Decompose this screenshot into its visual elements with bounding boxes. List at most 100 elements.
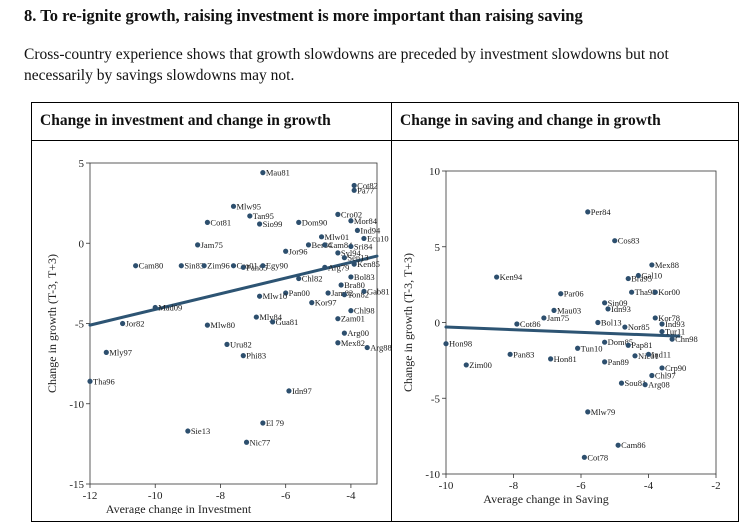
intro-paragraph: Cross-country experience shows that grow… — [24, 46, 669, 84]
panel-1-point-label: Chl82 — [302, 274, 323, 284]
panel-1-data-point — [243, 439, 250, 445]
panel-2-x-tick-label: -10 — [439, 480, 454, 492]
panel-1-point-label: Phi83 — [246, 351, 266, 361]
panel-1-data-point — [260, 420, 266, 426]
panel-1-point-label: Jor82 — [126, 319, 145, 329]
panel-1-point-label: Tan95 — [253, 211, 274, 221]
panel-1-data-point — [318, 234, 325, 240]
panel-2-data-point — [632, 353, 638, 359]
panel-1-trend-line — [88, 254, 379, 327]
panel-1-data-point — [322, 264, 328, 270]
panel-1-data-point — [283, 248, 289, 254]
panel-2-data-point — [649, 372, 655, 379]
panel-1-data-point — [322, 242, 328, 248]
panel-1-data-point — [204, 322, 211, 328]
panel-2-point-label: Per84 — [591, 207, 612, 217]
panel-1-point-label: Zam01 — [341, 314, 365, 324]
panel-1-data-point — [351, 187, 357, 193]
panel-1-point-label: Mlw10 — [263, 291, 288, 301]
panel-1-point-label: Jam75 — [201, 240, 223, 250]
panel-1-data-point — [361, 235, 367, 242]
panel-1-point-label: Sen13 — [347, 253, 368, 263]
panel-1-point-label: Zim96 — [207, 261, 230, 271]
panel-1-point-label: Jam82 — [331, 288, 353, 298]
panel-1-point-label: Ecu10 — [367, 233, 389, 243]
panel-1-data-point — [256, 221, 263, 227]
panel-1-point-label: Uru82 — [230, 339, 252, 349]
panel-2-point-label: Cot86 — [520, 319, 541, 329]
panel-2-data-point — [541, 315, 547, 321]
panel-1-data-point — [103, 349, 109, 355]
panel-2-y-tick-label: -5 — [431, 393, 441, 405]
panel-1-point-label: Gab81 — [367, 286, 390, 296]
header-rule — [31, 140, 739, 141]
panel-1-data-point — [230, 203, 237, 209]
panel-2-data-point — [652, 289, 658, 295]
panel-2-point-label: Ken94 — [500, 272, 523, 282]
panel-2-point-label: Cam86 — [621, 440, 646, 450]
panel-1-point-label: Bol83 — [354, 272, 375, 282]
panel-1-data-point — [335, 316, 341, 322]
panel-1-point-label: Mlw01 — [325, 232, 350, 242]
panel-1-data-point — [286, 388, 292, 394]
panel-2-point-label: Mlw79 — [591, 407, 616, 417]
panel-1-data-point — [120, 320, 126, 327]
panel-1-data-point — [348, 218, 354, 224]
panel-2-data-point — [669, 336, 675, 342]
panel-1-data-point — [296, 275, 302, 282]
panel-2-point-label: Mex88 — [655, 260, 679, 270]
panel-1-data-point — [283, 290, 289, 296]
panel-1-data-point — [201, 263, 207, 269]
panel-2-point-label: Hon98 — [449, 339, 472, 349]
panel-1-data-point — [309, 300, 315, 306]
panel-2-x-tick-label: -8 — [509, 480, 519, 492]
panel-2-data-point — [612, 238, 618, 244]
panel-1-point-label: Ind94 — [360, 225, 381, 235]
panel-1-point-label: Mly97 — [109, 347, 132, 357]
left-panel-title: Change in investment and change in growt… — [40, 112, 331, 129]
panel-1-point-label: El 79 — [266, 418, 284, 428]
panel-1-data-point — [253, 314, 259, 320]
panel-2-y-axis-title: Change in growth (T-3, T+3) — [401, 253, 415, 392]
panel-1-data-point — [335, 250, 341, 256]
panel-1-point-label: Cro02 — [341, 209, 362, 219]
panel-2-data-point — [443, 341, 449, 347]
panel-1-point-label: Mex82 — [341, 338, 365, 348]
panel-2-y-tick-label: -10 — [425, 469, 440, 481]
panel-1-point-label: Mor84 — [354, 216, 378, 226]
panel-1-point-label: Nic77 — [250, 437, 271, 447]
panel-2-data-point — [635, 272, 641, 279]
panel-1-data-point — [335, 211, 341, 217]
panel-1-point-label: Gua81 — [276, 317, 299, 327]
panel-2-point-label: Cos83 — [618, 236, 640, 246]
panel-2-data-point — [585, 209, 591, 215]
panel-1-y-tick-label: 0 — [79, 238, 85, 250]
panel-2-data-point — [625, 342, 631, 348]
panel-2-point-label: Tha98 — [635, 287, 657, 297]
panel-1-point-label: Syl94 — [341, 248, 362, 258]
panel-1-point-label: Arg00 — [347, 328, 369, 338]
panel-1-point-label: Sin83 — [184, 261, 204, 271]
panel-1-data-point — [354, 227, 361, 234]
panel-2-point-label: Bra95 — [631, 274, 652, 284]
panel-2-data-point — [642, 382, 648, 388]
panel-1-data-point — [341, 330, 347, 336]
panel-1-data-point — [348, 308, 354, 314]
panel-2-point-label: Ind93 — [665, 319, 685, 329]
panel-2-x-tick-label: -2 — [711, 480, 720, 492]
panel-1-point-label: Mlw95 — [237, 201, 262, 211]
panel-2-data-point — [463, 362, 469, 368]
panel-2-x-axis-title: Average change in Saving — [483, 492, 608, 506]
panel-1-point-label: Kor97 — [315, 298, 337, 308]
panel-1-point-label: Egy90 — [266, 261, 288, 271]
panel-1-data-point — [296, 219, 302, 225]
panel-1-data-point — [152, 304, 158, 311]
panel-2-point-label: Dom85 — [608, 337, 634, 347]
panel-2-point-label: Pan83 — [513, 349, 534, 359]
panel-2-point-label: Tun10 — [581, 343, 603, 353]
panel-1-data-point — [351, 261, 357, 267]
panel-1-point-label: Sio99 — [263, 219, 283, 229]
section-heading: 8. To re-ignite growth, raising investme… — [24, 6, 583, 25]
panel-2-data-point — [514, 321, 520, 327]
panel-1-data-point — [224, 341, 230, 347]
